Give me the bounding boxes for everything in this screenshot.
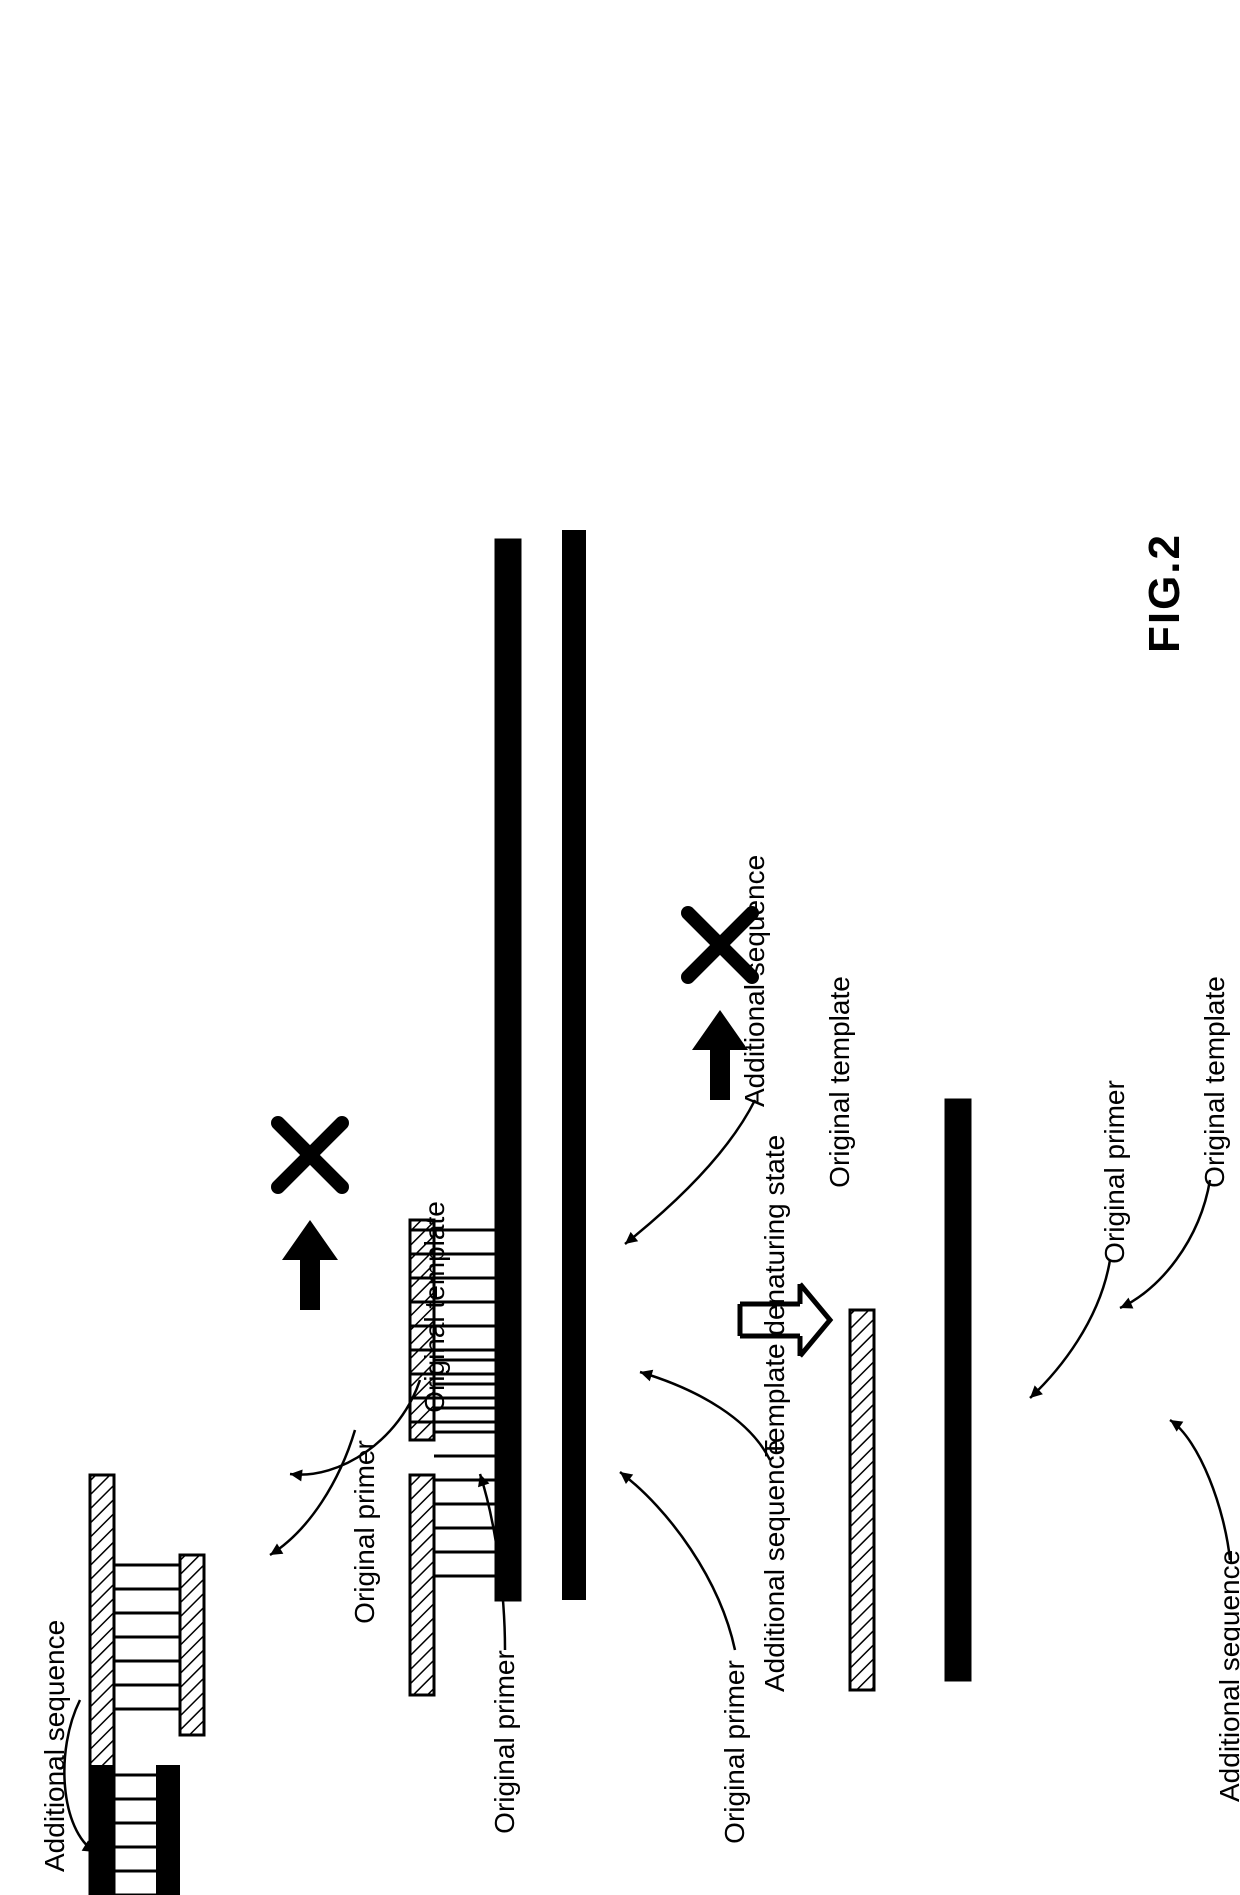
additional-sequence-label: Additional sequence xyxy=(39,1632,71,1872)
diagram-canvas xyxy=(0,0,1240,1895)
original-primer-label: Original primer xyxy=(1099,1052,1131,1292)
original-template-label: Original template xyxy=(824,962,856,1202)
original-template-label: Original template xyxy=(419,1187,451,1427)
template-denaturing-state-label: Template denaturing state xyxy=(759,1217,791,1457)
original-template-label: Original template xyxy=(1199,962,1231,1202)
additional-sequence-label: Additional sequence xyxy=(1214,1562,1240,1802)
original-primer-label: Original primer xyxy=(719,1632,751,1872)
original-primer-label: Original primer xyxy=(489,1622,521,1862)
original-primer-label: Original primer xyxy=(349,1412,381,1652)
additional-sequence-label: Additional sequence xyxy=(759,1452,791,1692)
figure-label: FIG.2 xyxy=(1140,513,1190,673)
additional-sequence-label: Additional sequence xyxy=(739,867,771,1107)
